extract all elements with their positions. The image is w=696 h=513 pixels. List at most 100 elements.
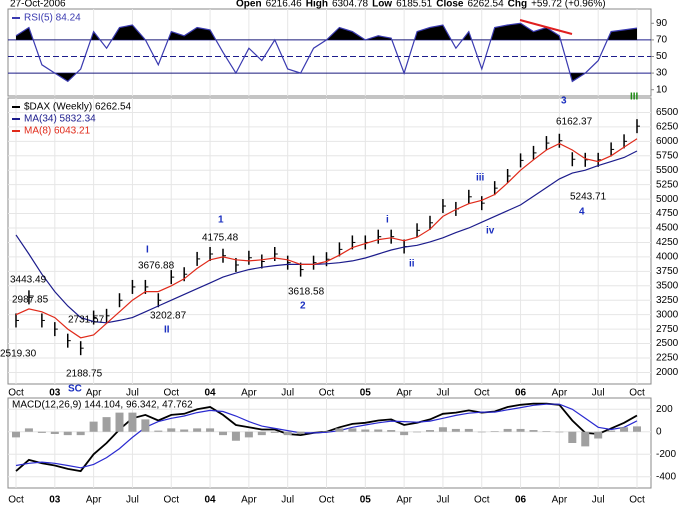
y-tick-label: -400: [656, 471, 676, 482]
y-tick-label: 4750: [656, 208, 679, 219]
histogram-bar: [503, 428, 512, 432]
wave-label: 2: [300, 301, 306, 312]
y-tick-label: 5500: [656, 165, 679, 176]
rsi-fill: [16, 23, 637, 40]
y-tick-label: 2750: [656, 324, 679, 335]
price-label: 3202.87: [150, 311, 187, 322]
y-tick-label: 50: [656, 51, 668, 62]
wave-label: SC: [68, 384, 82, 395]
x-tick-label: Apr: [552, 388, 568, 399]
wave-label: iv: [486, 226, 495, 237]
panel-frame: [7, 397, 652, 489]
histogram-bar: [413, 431, 422, 433]
histogram-bar: [206, 428, 215, 432]
histogram-bar: [426, 430, 434, 432]
histogram-bar: [451, 428, 460, 432]
y-tick-label: 3000: [656, 309, 679, 320]
wave-label: i: [386, 215, 389, 226]
histogram-bar: [102, 417, 111, 432]
x-tick-label: Apr: [552, 495, 568, 506]
x-tick-label: Oct: [319, 495, 335, 506]
histogram-bar: [180, 429, 189, 432]
price-label: 2188.75: [66, 369, 103, 380]
histogram-bar: [529, 430, 538, 432]
x-tick-label: 03: [49, 495, 61, 506]
price-label: 3676.88: [138, 261, 175, 272]
wave-label: III: [630, 92, 639, 103]
wave-label: iii: [476, 173, 485, 184]
wave-label: I: [146, 245, 149, 256]
header-quote: 6185.51: [396, 0, 433, 10]
histogram-bar: [620, 427, 629, 432]
panel-frame: [7, 8, 652, 97]
histogram-bar: [231, 431, 240, 441]
series-line: [15, 403, 638, 469]
x-tick-label: Apr: [396, 495, 412, 506]
x-tick-label: Apr: [86, 388, 102, 399]
header-quote: 6262.54: [467, 0, 504, 10]
y-tick-label: 10: [656, 84, 668, 95]
y-tick-label: 6000: [656, 136, 679, 147]
histogram-bar: [322, 431, 331, 432]
panel-title: MACD(12,26,9) 144.104, 96.342, 47.762: [12, 400, 193, 411]
x-tick-label: Jul: [126, 388, 139, 399]
price-label: 5243.71: [570, 192, 607, 203]
histogram-bar: [257, 431, 266, 436]
y-tick-label: 2500: [656, 338, 679, 349]
histogram-bar: [50, 431, 59, 434]
series-line: [15, 22, 638, 83]
y-tick-label: 2000: [656, 367, 679, 378]
histogram-bar: [89, 421, 98, 432]
price-label: 2731.57: [68, 315, 105, 326]
header-quote: +59.72 (+0.96%): [531, 0, 606, 10]
histogram-bar: [348, 428, 357, 432]
x-tick-label: Jul: [126, 495, 139, 506]
y-tick-label: 3500: [656, 280, 679, 291]
x-tick-label: 03: [49, 388, 61, 399]
plot: [8, 9, 651, 96]
x-tick-label: Oct: [474, 388, 490, 399]
histogram-bar: [219, 431, 227, 436]
histogram-bar: [374, 429, 383, 432]
histogram-bar: [464, 428, 473, 432]
histogram-bar: [115, 412, 124, 432]
histogram-bar: [477, 431, 486, 433]
histogram-bar: [76, 431, 85, 436]
x-tick-label: Oct: [8, 388, 24, 399]
histogram-bar: [400, 431, 409, 436]
rsi-fill: [16, 73, 637, 82]
histogram-bar: [361, 429, 370, 432]
y-tick-label: 5000: [656, 194, 679, 205]
histogram-bar: [581, 431, 590, 447]
y-tick-label: 90: [656, 18, 668, 29]
x-tick-label: Apr: [241, 495, 257, 506]
legend-entry: RSI(5) 84.24: [24, 13, 81, 24]
x-tick-label: 04: [205, 495, 217, 506]
price-label: 6162.37: [556, 117, 593, 128]
wave-label: ii: [409, 259, 415, 270]
series-line: [15, 150, 638, 324]
y-tick-label: 3750: [656, 266, 679, 277]
x-tick-label: Jul: [592, 495, 605, 506]
wave-label: 4: [579, 207, 585, 218]
y-tick-label: -200: [656, 449, 676, 460]
x-tick-label: Jul: [437, 495, 450, 506]
y-tick-label: 4250: [656, 237, 679, 248]
histogram-bar: [516, 428, 525, 432]
x-tick-label: Oct: [629, 388, 645, 399]
y-tick-label: 0: [656, 426, 662, 437]
plot: [8, 398, 651, 488]
legend-entry: MA(34) 5832.34: [24, 114, 96, 125]
x-tick-label: 06: [515, 388, 527, 399]
series-line: [15, 138, 638, 339]
wave-label: 1: [218, 215, 224, 226]
y-tick-label: 4000: [656, 252, 679, 263]
x-tick-label: 06: [515, 495, 527, 506]
histogram-bar: [128, 412, 137, 432]
x-tick-label: Jul: [437, 388, 450, 399]
plot: [8, 98, 651, 384]
histogram-bar: [607, 430, 616, 432]
header-quote: Open: [236, 0, 262, 10]
histogram-bar: [37, 431, 46, 433]
